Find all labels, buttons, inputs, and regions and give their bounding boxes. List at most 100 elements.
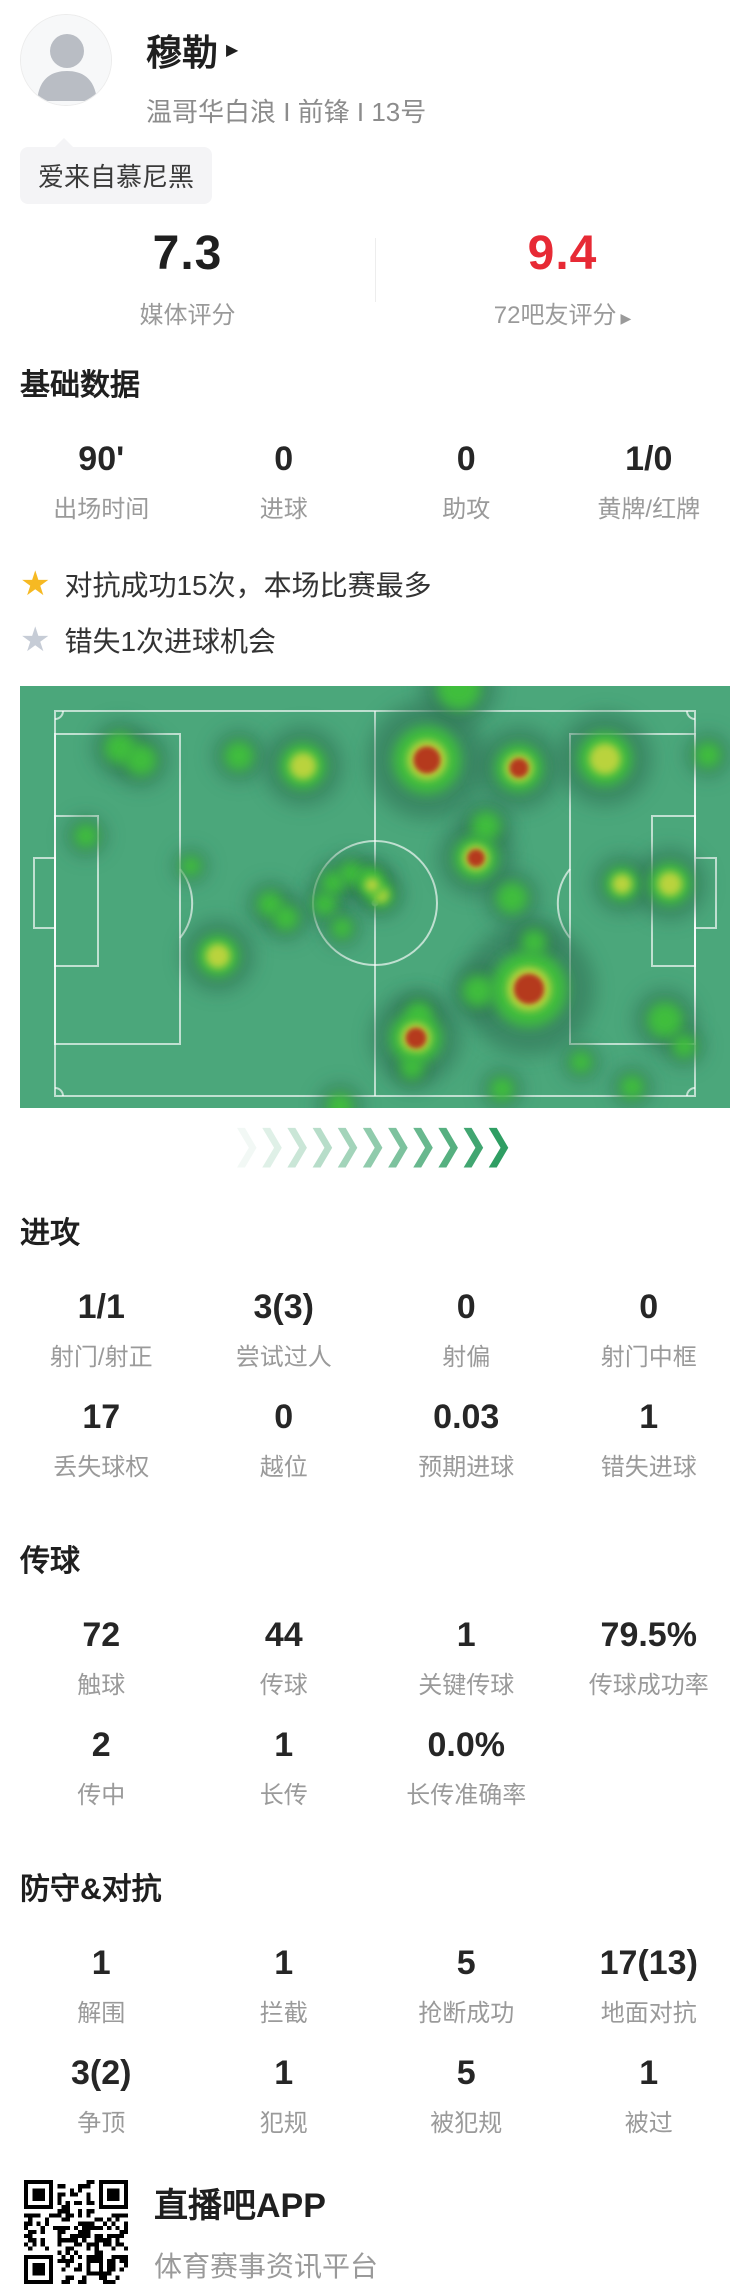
- player-subtitle: 温哥华白浪 I 前锋 I 13号: [146, 97, 427, 127]
- stat-label: 射门中框: [600, 1344, 697, 1371]
- stat-label: 触球: [77, 1672, 126, 1699]
- stat-value: 17: [82, 1398, 121, 1436]
- stat-cell: 5 被犯规: [375, 2054, 558, 2138]
- stat-cell: 0 进球: [193, 440, 376, 524]
- stat-label: 长传准确率: [406, 1782, 527, 1809]
- fans-rating-label[interactable]: 72吧友评分 ▶: [493, 302, 632, 329]
- stat-cell: 2 传中: [10, 1726, 193, 1810]
- fans-rating[interactable]: 9.4 72吧友评分 ▶: [375, 226, 750, 330]
- stat-cell: 1 犯规: [193, 2054, 376, 2138]
- stat-value: 1: [274, 1944, 294, 1982]
- stat-label: 传球成功率: [588, 1672, 709, 1699]
- stat-label: 长传: [259, 1782, 308, 1809]
- fans-rating-value: 9.4: [527, 227, 598, 280]
- stat-label: 拦截: [259, 2000, 308, 2027]
- stat-cell: 0.03 预期进球: [375, 1398, 558, 1482]
- section-title-attack: 进攻: [20, 1217, 80, 1250]
- app-description: 体育赛事资讯平台: [154, 2251, 379, 2282]
- stat-value: 90': [78, 440, 125, 478]
- stat-value: 0.0%: [427, 1726, 506, 1764]
- stat-value: 17(13): [599, 1944, 698, 1982]
- player-heatmap: [20, 686, 730, 1108]
- stat-label: 争顶: [77, 2110, 126, 2137]
- stat-label: 越位: [259, 1454, 308, 1481]
- stat-cell: 1 长传: [193, 1726, 376, 1810]
- stat-value: 2: [91, 1726, 111, 1764]
- stat-cell: 17(13) 地面对抗: [558, 1944, 741, 2028]
- stat-cell: 3(2) 争顶: [10, 2054, 193, 2138]
- player-header: 穆勒 ▶ 温哥华白浪 I 前锋 I 13号: [0, 0, 750, 129]
- stat-value: 1: [639, 1398, 659, 1436]
- ratings-row: 7.3 媒体评分 9.4 72吧友评分 ▶: [0, 226, 750, 330]
- gray-star-icon: ★: [20, 621, 51, 659]
- stat-value: 0: [456, 1288, 476, 1326]
- stat-value: 3(3): [253, 1288, 314, 1326]
- avatar-placeholder-icon: [21, 15, 111, 105]
- player-name: 穆勒: [146, 32, 219, 73]
- stat-cell: 0.0% 长传准确率: [375, 1726, 558, 1810]
- highlight-text: 错失1次进球机会: [64, 626, 277, 657]
- stat-cell: 44 传球: [193, 1616, 376, 1700]
- stat-cell: 1 错失进球: [558, 1398, 741, 1482]
- player-avatar[interactable]: [20, 14, 112, 106]
- qr-code-icon: [24, 2179, 128, 2284]
- highlight-text: 对抗成功15次，本场比赛最多: [64, 570, 432, 601]
- heat-blobs: [65, 686, 730, 1108]
- stat-cell: 79.5% 传球成功率: [558, 1616, 741, 1700]
- stat-label: 被犯规: [430, 2110, 503, 2137]
- stat-label: 关键传球: [418, 1672, 515, 1699]
- stat-cell: 1 拦截: [193, 1944, 376, 2028]
- stat-cell: 1/0 黄牌/红牌: [558, 440, 741, 524]
- stat-cell: 0 越位: [193, 1398, 376, 1482]
- highlight-row: ★ 对抗成功15次，本场比赛最多: [20, 564, 730, 604]
- stat-label: 错失进球: [600, 1454, 697, 1481]
- stat-value: 0.03: [433, 1398, 500, 1436]
- gold-star-icon: ★: [20, 565, 51, 603]
- player-name-row[interactable]: 穆勒 ▶: [146, 24, 426, 76]
- defense-stats-grid: 1 解围 1 拦截 5 抢断成功 17(13) 地面对抗 3(2) 争顶 1 犯规 5 被犯规 1 被过: [0, 1928, 750, 2138]
- stat-value: 5: [456, 1944, 476, 1982]
- stat-label: 黄牌/红牌: [597, 496, 701, 523]
- highlight-row: ★ 错失1次进球机会: [20, 620, 730, 660]
- stat-label: 射门/射正: [49, 1344, 153, 1371]
- stat-value: 1: [456, 1616, 476, 1654]
- stat-value: 0: [274, 1398, 294, 1436]
- bubble-pointer: [54, 138, 74, 148]
- stat-value: 72: [82, 1616, 121, 1654]
- stat-label: 抢断成功: [418, 2000, 515, 2027]
- stat-cell: 3(3) 尝试过人: [193, 1288, 376, 1372]
- stat-cell: 0 助攻: [375, 440, 558, 524]
- stat-label: 丢失球权: [53, 1454, 150, 1481]
- stat-label: 进球: [259, 496, 308, 523]
- stat-value: 1: [639, 2054, 659, 2092]
- stat-cell: 5 抢断成功: [375, 1944, 558, 2028]
- soccer-field-heatmap: [20, 686, 730, 1108]
- stat-cell: 0 射偏: [375, 1288, 558, 1372]
- basic-stats-grid: 90' 出场时间 0 进球 0 助攻 1/0 黄牌/红牌: [0, 424, 750, 524]
- stat-value: 0: [274, 440, 294, 478]
- stat-label: 出场时间: [53, 496, 150, 523]
- stat-cell: 1/1 射门/射正: [10, 1288, 193, 1372]
- stat-cell: 1 关键传球: [375, 1616, 558, 1700]
- stat-value: 1: [91, 1944, 111, 1982]
- player-tag: 爱来自慕尼黑: [20, 147, 213, 204]
- stat-value: 0: [456, 440, 476, 478]
- stat-cell: 90' 出场时间: [10, 440, 193, 524]
- name-arrow-icon: ▶: [226, 42, 239, 59]
- stat-label: 预期进球: [418, 1454, 515, 1481]
- stat-value: 1/0: [625, 440, 673, 478]
- attack-stats-grid: 1/1 射门/射正 3(3) 尝试过人 0 射偏 0 射门中框 17 丢失球权 0 越位 0.03 预期进…: [0, 1272, 750, 1482]
- chevron-arrows-icon: ❯❯❯❯❯❯❯❯❯❯❯: [231, 1121, 514, 1167]
- stat-cell: 0 射门中框: [558, 1288, 741, 1372]
- stat-label: 传球: [259, 1672, 308, 1699]
- stat-label: 犯规: [259, 2110, 308, 2137]
- stat-label: 尝试过人: [235, 1344, 332, 1371]
- app-footer: 直播吧APP 体育赛事资讯平台: [0, 2178, 750, 2285]
- stat-value: 79.5%: [600, 1616, 697, 1654]
- stat-value: 1: [274, 1726, 294, 1764]
- stat-value: 1/1: [77, 1288, 125, 1326]
- stat-value: 0: [639, 1288, 659, 1326]
- player-tag-bubble: 爱来自慕尼黑: [20, 138, 213, 204]
- stat-label: 地面对抗: [600, 2000, 697, 2027]
- media-rating: 7.3 媒体评分: [0, 226, 375, 330]
